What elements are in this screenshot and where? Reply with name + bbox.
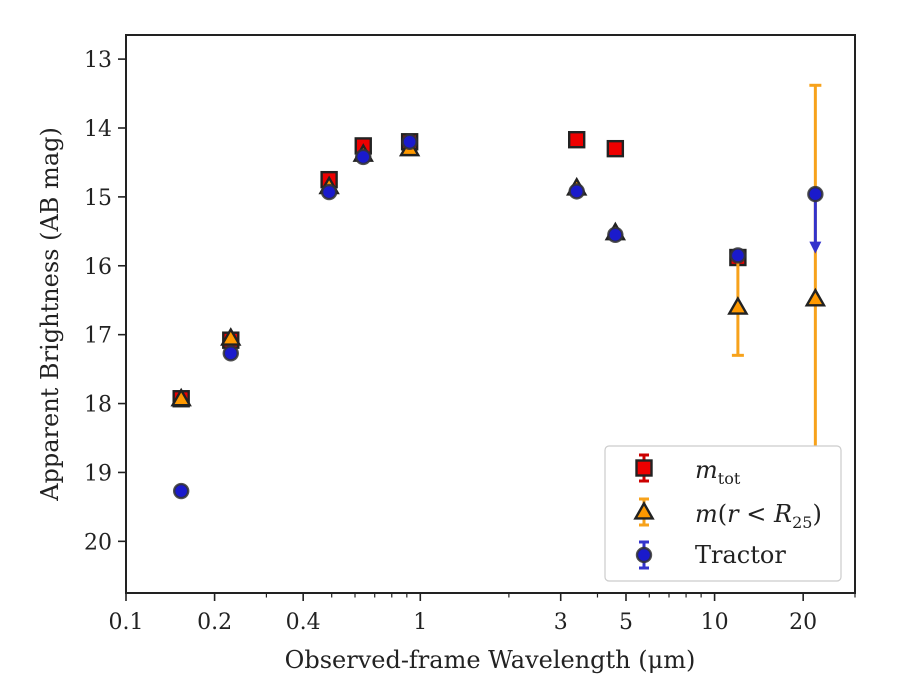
- mtot-point: [568, 131, 586, 149]
- m_r25-point: [727, 296, 749, 315]
- legend-marker-m_r25: [633, 500, 655, 520]
- y-tick-label: 17: [84, 324, 112, 349]
- tractor-point: [320, 183, 338, 201]
- m_r25-point: [170, 387, 192, 407]
- legend: mtot m(r < R25) Tractor: [604, 445, 842, 582]
- tractor-point: [355, 148, 372, 166]
- x-axis-ticks: 0.1 0.2 0.4 1 3 5 10 20: [109, 593, 856, 635]
- y-axis-ticks: 13 14 15 16 17 18 19 20: [84, 48, 126, 555]
- tractor-limit-arrow-head: [809, 241, 822, 254]
- x-tick-label: 0.2: [197, 610, 232, 635]
- y-axis-title: Apparent Brightness (AB mag): [36, 127, 64, 502]
- y-tick-label: 14: [84, 117, 112, 142]
- y-tick-label: 18: [84, 393, 112, 418]
- tractor-point: [401, 133, 418, 150]
- series-tractor: [172, 133, 824, 500]
- x-axis-title: Observed-frame Wavelength (μm): [285, 646, 696, 674]
- y-tick-label: 13: [84, 48, 112, 73]
- tractor-point: [607, 226, 624, 243]
- m_r25-point: [804, 287, 827, 307]
- data-series: [170, 83, 827, 514]
- x-tick-label: 3: [554, 610, 568, 635]
- legend-marker-mtot: [635, 459, 653, 477]
- x-tick-label: 10: [701, 610, 729, 635]
- y-tick-label: 15: [84, 186, 112, 211]
- x-tick-label: 20: [789, 610, 817, 635]
- plot-frame: [125, 34, 856, 594]
- legend-label-m-r25: m(r < R25): [695, 500, 822, 532]
- x-tick-label: 5: [619, 610, 633, 635]
- tractor-point: [568, 183, 585, 200]
- mtot-point: [606, 139, 625, 158]
- tractor-point: [807, 185, 824, 203]
- legend-markers: [633, 453, 655, 570]
- legend-label-mtot: mtot: [695, 456, 741, 488]
- x-tick-label: 0.4: [286, 610, 321, 635]
- y-tick-label: 20: [84, 530, 112, 555]
- x-tick-label: 0.1: [109, 610, 144, 635]
- legend-box: [604, 445, 842, 582]
- x-tick-label: 1: [413, 610, 427, 635]
- legend-marker-tractor: [635, 546, 653, 564]
- y-tick-label: 16: [84, 255, 112, 280]
- tractor-point: [172, 482, 190, 500]
- y-tick-label: 19: [84, 461, 112, 486]
- tractor-point: [222, 345, 239, 362]
- tractor-point: [729, 247, 747, 264]
- legend-label-tractor: Tractor: [695, 541, 786, 569]
- m_r25-point: [220, 327, 242, 346]
